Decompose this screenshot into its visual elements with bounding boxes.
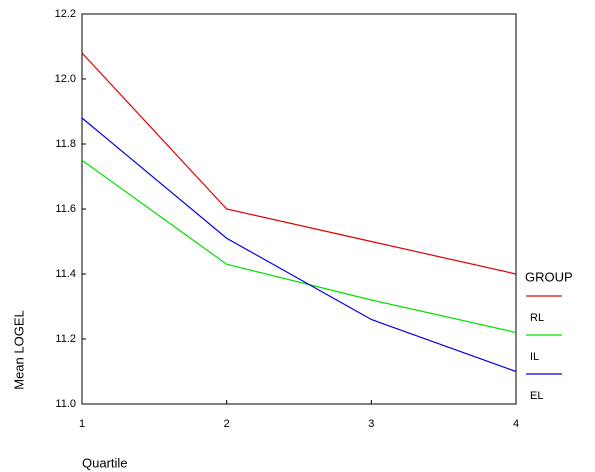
x-tick-label: 3 — [368, 418, 374, 430]
y-tick-label: 12.0 — [55, 73, 76, 85]
y-tick-label: 11.6 — [55, 203, 76, 215]
legend-label: IL — [530, 351, 539, 363]
legend-title: GROUP — [525, 269, 573, 284]
legend-label: EL — [530, 390, 543, 402]
y-tick-label: 11.2 — [55, 333, 76, 345]
x-tick-label: 1 — [79, 418, 85, 430]
x-tick-label: 4 — [513, 418, 519, 430]
y-axis-label: Mean LOGEL — [11, 310, 26, 390]
plot-frame — [81, 13, 517, 405]
y-tick-label: 11.8 — [55, 138, 76, 150]
x-tick-label: 2 — [224, 418, 230, 430]
series-line — [81, 159, 517, 334]
y-tick-label: 11.4 — [55, 268, 76, 280]
y-tick-label: 12.2 — [55, 8, 76, 20]
series-line — [81, 117, 517, 373]
y-tick-label: 11.0 — [55, 398, 76, 410]
x-axis-label: Quartile — [82, 455, 128, 470]
legend-label: RL — [530, 312, 544, 324]
series-line — [81, 52, 517, 275]
